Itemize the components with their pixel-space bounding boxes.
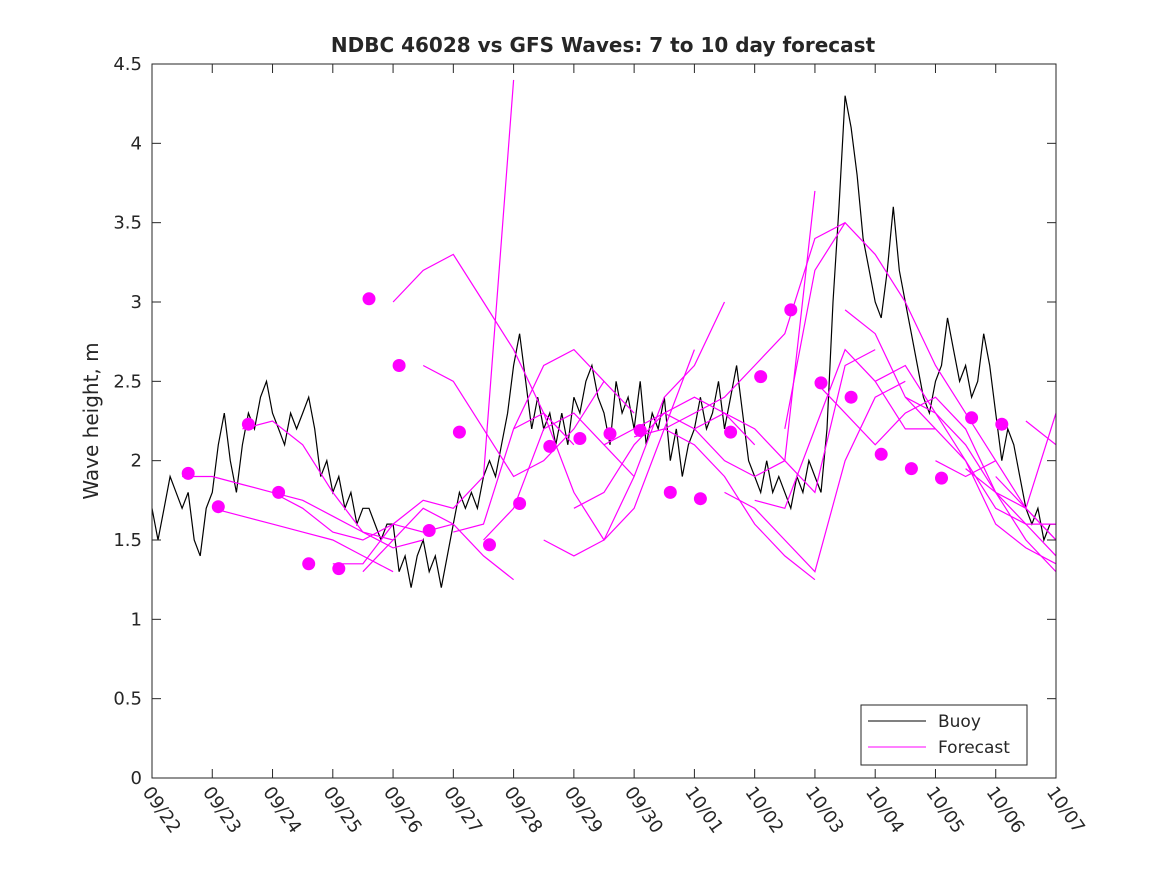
forecast-series-line	[182, 475, 394, 541]
forecast-series-line	[724, 380, 906, 573]
forecast-series-line	[694, 349, 876, 494]
forecast-marker	[965, 411, 979, 425]
forecast-marker	[332, 562, 346, 576]
forecast-series-line	[784, 221, 997, 462]
forecast-series-line	[453, 348, 635, 533]
forecast-marker	[483, 538, 496, 552]
forecast-marker	[784, 303, 798, 317]
forecast-marker	[362, 292, 376, 306]
forecast-marker	[844, 390, 858, 404]
legend: Buoy Forecast	[860, 704, 1028, 766]
y-axis: 0 0.5 1 1.5 2 2.5 3 3.5 4 4.5	[113, 54, 1056, 789]
chart-title: NDBC 46028 vs GFS Waves: 7 to 10 day for…	[331, 33, 876, 57]
forecast-marker	[603, 427, 617, 441]
forecast-marker	[452, 425, 466, 439]
legend-box	[860, 704, 1028, 766]
forecast-series-line	[212, 507, 394, 573]
forecast-marker	[392, 359, 406, 372]
forecast-marker	[814, 376, 828, 390]
y-tick-label: 4	[131, 133, 142, 154]
forecast-series-line	[362, 507, 514, 581]
y-tick-label: 0.5	[113, 689, 142, 710]
forecast-series-line	[543, 301, 726, 557]
forecast-marker	[241, 417, 255, 431]
forecast-marker	[543, 439, 557, 453]
y-tick-label: 4.5	[113, 54, 142, 75]
y-tick-label: 1.5	[113, 530, 142, 551]
forecast-marker	[181, 466, 195, 480]
legend-buoy-label: Buoy	[938, 712, 981, 732]
forecast-series-line	[332, 79, 515, 565]
forecast-marker	[935, 471, 948, 485]
forecast-series-line	[995, 412, 1056, 510]
legend-forecast-label: Forecast	[938, 738, 1010, 758]
y-tick-label: 0	[131, 768, 142, 789]
forecast-series-line	[664, 222, 846, 430]
forecast-series-line	[422, 364, 605, 478]
y-axis-label: Wave height, m	[79, 342, 103, 499]
forecast-marker	[302, 557, 316, 571]
forecast-marker	[754, 370, 768, 384]
series-layer	[152, 79, 1056, 588]
y-tick-label: 2.5	[113, 371, 142, 392]
plot-area	[152, 79, 1056, 588]
forecast-series-line	[814, 380, 1056, 541]
y-tick-label: 3	[131, 292, 142, 313]
forecast-marker	[272, 485, 286, 499]
marker-layer	[181, 292, 1009, 576]
forecast-series-line	[754, 348, 936, 510]
forecast-marker	[995, 417, 1009, 431]
forecast-marker	[904, 462, 918, 476]
forecast-marker	[663, 485, 677, 499]
forecast-series-line	[483, 412, 635, 541]
y-tick-label: 1	[131, 609, 142, 630]
forecast-series-line	[965, 468, 1056, 525]
forecast-marker	[422, 524, 436, 537]
forecast-marker	[573, 432, 587, 445]
forecast-series-line	[935, 459, 1056, 541]
forecast-marker	[211, 500, 225, 514]
plot-frame	[151, 63, 1057, 779]
forecast-marker	[513, 497, 527, 510]
forecast-marker	[693, 492, 707, 506]
forecast-series-line	[844, 309, 1056, 565]
forecast-marker	[633, 424, 647, 437]
y-tick-label: 2	[131, 451, 142, 472]
forecast-marker	[724, 425, 738, 439]
forecast-series-line	[242, 420, 424, 549]
y-tick-label: 3.5	[113, 213, 142, 234]
forecast-marker	[874, 447, 888, 461]
forecast-series-line	[1025, 420, 1056, 446]
